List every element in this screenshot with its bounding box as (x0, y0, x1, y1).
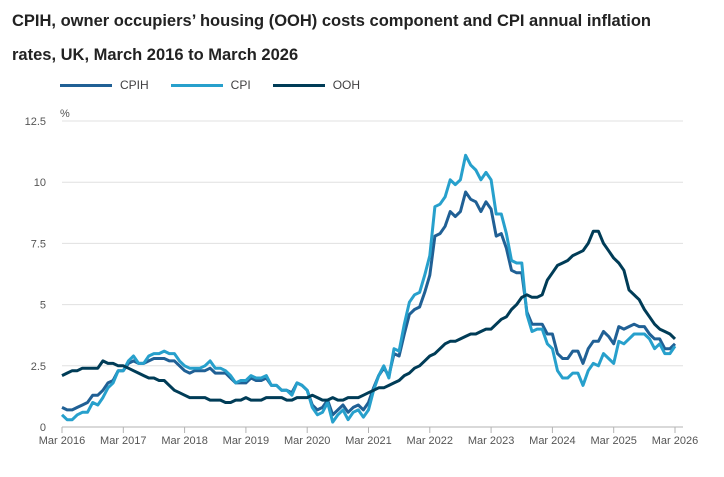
legend-swatch-cpih (60, 83, 112, 87)
x-tick-label: Mar 2025 (590, 435, 636, 447)
x-tick-label: Mar 2018 (161, 435, 207, 447)
legend-label-cpi: CPI (230, 78, 251, 92)
y-tick-label: 0 (40, 422, 46, 434)
series-line-cpi (60, 153, 677, 424)
y-tick-label: 10 (34, 177, 46, 189)
legend-label-cpih: CPIH (120, 78, 149, 92)
legend-item-cpi: CPI (170, 78, 251, 92)
x-tick-label: Mar 2024 (529, 435, 575, 447)
x-tick-label: Mar 2019 (223, 435, 269, 447)
x-tick-label: Mar 2022 (407, 435, 453, 447)
chart-title: CPIH, owner occupiers’ housing (OOH) cos… (12, 12, 651, 64)
x-tick-label: Mar 2020 (284, 435, 330, 447)
x-tick-label: Mar 2016 (39, 435, 85, 447)
x-tick-label: Mar 2021 (345, 435, 391, 447)
legend: CPIH CPI OOH (60, 78, 360, 92)
legend-swatch-cpi (170, 83, 223, 87)
legend-swatch-ooh (272, 83, 325, 87)
y-tick-label: 2.5 (31, 361, 46, 373)
legend-item-cpih: CPIH (60, 78, 149, 92)
x-tick-label: Mar 2017 (100, 435, 146, 447)
x-tick-label: Mar 2023 (468, 435, 514, 447)
y-axis-unit: % (60, 108, 70, 120)
y-tick-label: 7.5 (31, 238, 46, 250)
legend-label-ooh: OOH (332, 78, 361, 92)
series-line-cpih (61, 190, 677, 417)
y-tick-label: 12.5 (25, 116, 46, 128)
legend-item-ooh: OOH (272, 78, 361, 92)
x-tick-label: Mar 2026 (652, 435, 698, 447)
y-tick-label: 5 (40, 300, 46, 312)
series-line-ooh (61, 229, 677, 404)
